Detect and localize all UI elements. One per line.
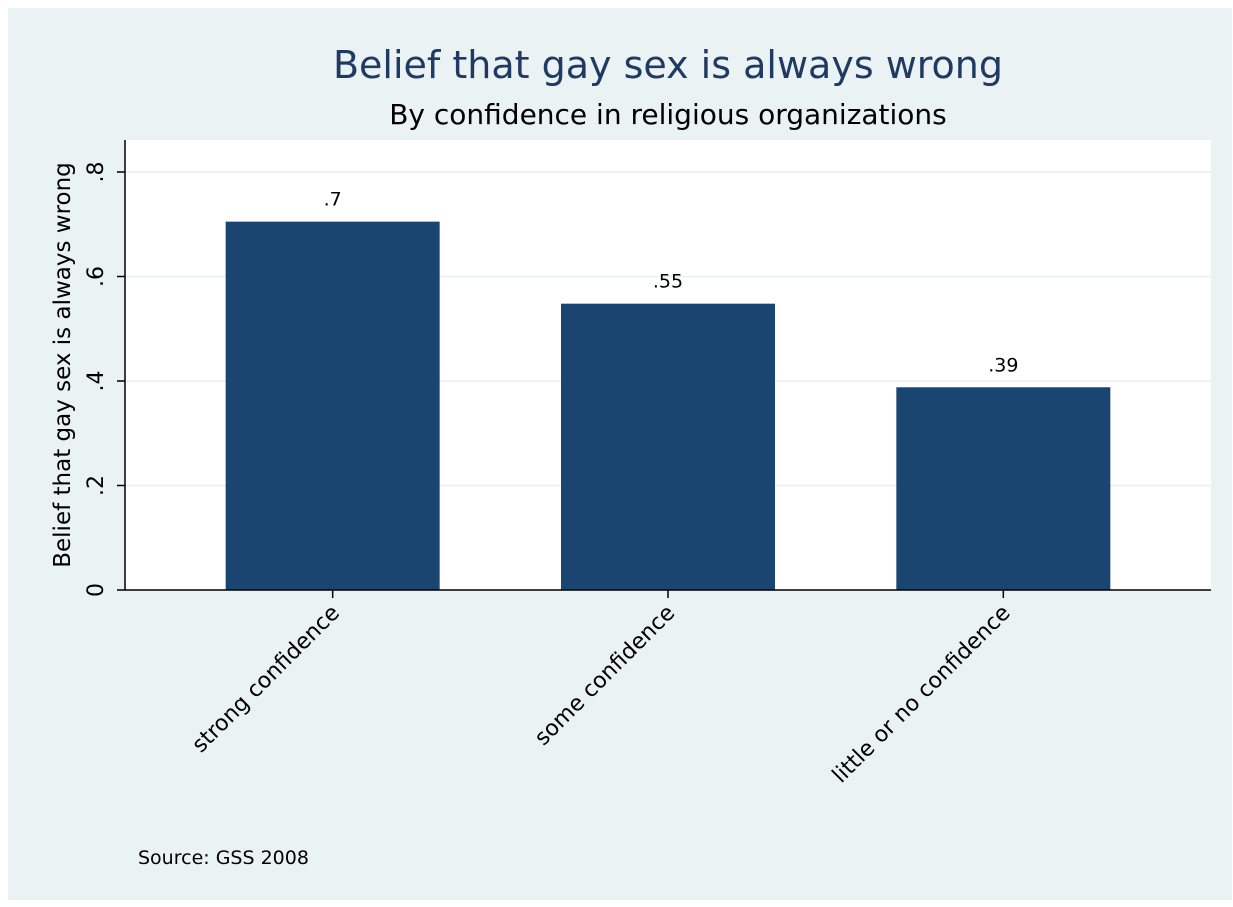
bar-value-label: .7: [324, 189, 342, 211]
bar: [896, 387, 1111, 590]
y-axis-label: Belief that gay sex is always wrong: [50, 162, 76, 568]
bars-group: [225, 221, 1111, 590]
bar: [561, 303, 775, 590]
y-tick-label: .8: [84, 162, 109, 183]
source-note: Source: GSS 2008: [138, 847, 309, 869]
y-tick-label: 0: [84, 583, 109, 597]
y-tick-label: .4: [84, 371, 109, 392]
bar-value-label: .39: [988, 354, 1018, 376]
y-ticks-group: 0 .2 .4 .6 .8: [84, 162, 125, 597]
bar: [225, 221, 440, 590]
chart-subtitle: By confidence in religious organizations: [389, 98, 947, 131]
chart-title: Belief that gay sex is always wrong: [333, 43, 1003, 87]
y-tick-label: .6: [84, 266, 109, 287]
value-labels-group: .7 .55 .39: [324, 189, 1019, 377]
bar-value-label: .55: [653, 271, 683, 293]
y-tick-label: .2: [84, 475, 109, 496]
